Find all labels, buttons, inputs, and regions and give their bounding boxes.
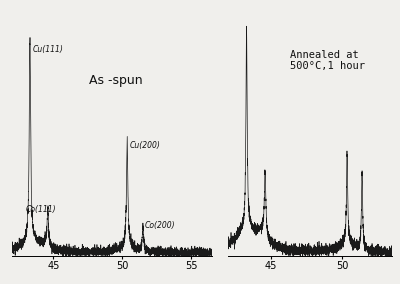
Text: Annealed at
500°C,1 hour: Annealed at 500°C,1 hour bbox=[290, 50, 365, 72]
Text: Cu(111): Cu(111) bbox=[33, 45, 64, 54]
Text: Cu(200): Cu(200) bbox=[129, 141, 160, 150]
Text: Co(111): Co(111) bbox=[26, 204, 56, 214]
Text: Co(200): Co(200) bbox=[144, 221, 175, 229]
Text: As -spun: As -spun bbox=[89, 74, 143, 87]
